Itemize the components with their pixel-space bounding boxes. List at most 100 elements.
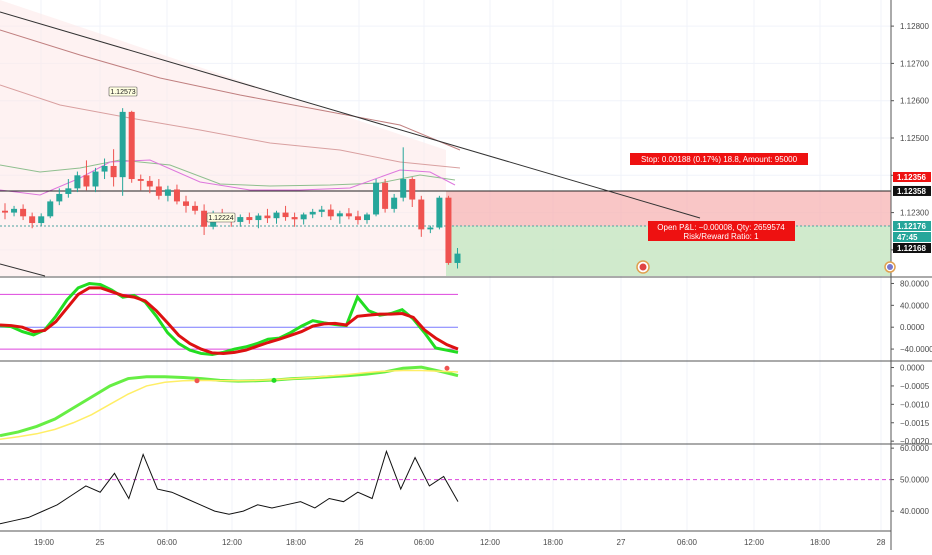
candle-body	[29, 216, 36, 224]
high-price-label-text: 1.12573	[110, 89, 135, 96]
candle-body	[192, 205, 199, 211]
pnl-info-label[interactable]: Open P&L: −0.00008, Qty: 2659574Risk/Rew…	[648, 221, 795, 241]
axis-tick-label: −0.0010	[900, 400, 930, 409]
candle-body	[291, 217, 298, 220]
candle-body	[282, 212, 289, 218]
time-axis[interactable]: 19:00 25 06:00 12:00 18:00 26 06:00 12:00 18:00 2…	[34, 538, 886, 547]
time-axis-label[interactable]: 28	[877, 538, 886, 547]
axis-tick-label: 0.0000	[900, 323, 925, 332]
axis-tick-label: 60.0000	[900, 444, 929, 453]
moving-average-green	[0, 159, 456, 187]
time-axis-label[interactable]: 25	[96, 538, 105, 547]
candle-body	[164, 189, 171, 196]
candle-body	[418, 199, 425, 230]
candle-body	[128, 111, 135, 180]
high-price-label-box	[108, 86, 138, 97]
time-axis-label[interactable]: 12:00	[480, 538, 501, 547]
axis-tick-label: 80.0000	[900, 279, 929, 288]
candle-body	[445, 197, 452, 263]
axis-tick-label: 1.12700	[900, 59, 929, 68]
candle-body	[173, 189, 180, 202]
current-price-tag-bg[interactable]	[893, 221, 931, 231]
candle-body	[364, 214, 370, 221]
time-axis-label[interactable]: 19:00	[34, 538, 55, 547]
price-axis[interactable]: 1.128001.127001.126001.125001.124001.123…	[891, 22, 932, 516]
target-price-tag[interactable]: 1.12356	[897, 173, 926, 182]
macd-cross-dot	[194, 378, 200, 384]
candle-body	[409, 179, 416, 200]
candle-body	[47, 201, 54, 217]
candle-body	[2, 210, 8, 213]
macd-panel	[0, 365, 459, 441]
time-axis-label[interactable]: 26	[355, 538, 364, 547]
candle-body	[246, 217, 253, 221]
macd-cross-dot	[271, 377, 277, 383]
trend-line	[0, 11, 701, 219]
time-axis-label[interactable]: 18:00	[286, 538, 307, 547]
time-axis-label[interactable]: 27	[617, 538, 626, 547]
time-axis-label[interactable]: 12:00	[222, 538, 243, 547]
candle-body	[65, 188, 72, 194]
trade-labels[interactable]: 1.12573 1.12224 Stop: 0.00188 (0.17%) 18.8…	[108, 86, 896, 274]
candle-body	[74, 175, 81, 189]
pnl-info-label-line2[interactable]: Risk/Reward Ratio: 1	[683, 232, 759, 241]
candle-body	[382, 182, 389, 209]
candle-body	[354, 216, 361, 221]
time-axis-label[interactable]: 06:00	[677, 538, 698, 547]
event-marker-icon-inner[interactable]	[887, 264, 893, 270]
stop-info-label[interactable]: Stop: 0.00188 (0.17%) 18.8, Amount: 9500…	[630, 153, 808, 165]
macd-signal-line	[0, 369, 459, 441]
bar-countdown-tag-bg[interactable]	[893, 232, 931, 242]
candle-body	[327, 209, 334, 217]
candle-body	[110, 165, 117, 178]
bar-countdown-tag[interactable]: 47:45	[897, 233, 918, 242]
target-price-tag-bg[interactable]	[893, 172, 931, 182]
axis-tick-label: 1.12300	[900, 209, 929, 218]
moving-average-mid	[0, 84, 461, 169]
stop-info-label-bg[interactable]	[630, 153, 808, 165]
pnl-info-label-bg[interactable]	[648, 221, 795, 241]
time-axis-label[interactable]: 06:00	[157, 538, 178, 547]
moving-average-magenta	[0, 159, 456, 196]
low-price-label-text: 1.12224	[208, 215, 233, 222]
candle-body	[309, 211, 316, 215]
time-axis-label[interactable]: 18:00	[810, 538, 831, 547]
axis-tick-label: 1.12500	[900, 134, 929, 143]
candle-body	[436, 197, 443, 228]
trade-zones	[0, 0, 891, 276]
candle-body	[146, 180, 153, 187]
candle-body	[237, 217, 244, 222]
time-axis-label[interactable]: 18:00	[543, 538, 564, 547]
time-axis-label[interactable]: 12:00	[744, 538, 765, 547]
candle-body	[400, 179, 407, 198]
oscillator-d-line	[0, 286, 459, 355]
stop-price-tag-bg[interactable]	[893, 185, 931, 196]
axis-tick-label: −0.0015	[900, 419, 930, 428]
moving-average-slow	[0, 29, 461, 151]
candle-body	[427, 227, 434, 230]
candle-body	[201, 210, 208, 227]
candle-body	[11, 208, 18, 213]
candle-body	[255, 215, 262, 221]
entry-price-tag-bg[interactable]	[893, 243, 931, 253]
candle-body	[345, 213, 352, 217]
axis-tick-label: 1.12600	[900, 97, 929, 106]
candle-body	[391, 197, 398, 209]
candle-body	[137, 179, 144, 181]
candle-body	[56, 193, 63, 202]
current-price-tag[interactable]: 1.12176	[897, 222, 926, 231]
event-marker-icon-inner[interactable]	[639, 263, 647, 271]
stop-info-label-text[interactable]: Stop: 0.00188 (0.17%) 18.8, Amount: 9500…	[641, 155, 798, 164]
rsi-line	[0, 449, 459, 525]
high-price-label: 1.12573	[108, 86, 138, 97]
candle-body	[92, 171, 99, 187]
pnl-info-label-line1[interactable]: Open P&L: −0.00008, Qty: 2659574	[657, 223, 785, 232]
stop-price-tag[interactable]: 1.12358	[897, 187, 926, 196]
oscillator-panel	[0, 281, 459, 357]
entry-price-tag[interactable]: 1.12168	[897, 244, 926, 253]
axis-tick-label: 40.0000	[900, 301, 929, 310]
time-axis-label[interactable]: 06:00	[414, 538, 435, 547]
